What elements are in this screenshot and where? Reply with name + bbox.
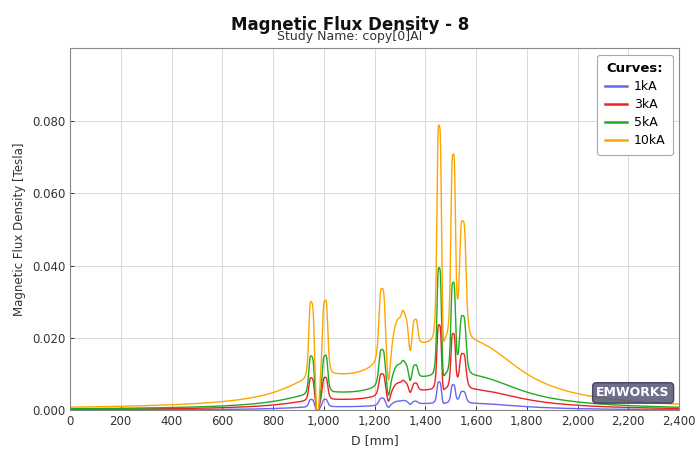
3kA	[312, 408, 321, 413]
3kA	[643, 405, 651, 411]
3kA	[186, 406, 194, 411]
5kA	[186, 404, 194, 410]
3kA	[675, 406, 683, 411]
10kA	[102, 404, 111, 409]
10kA	[312, 408, 321, 413]
Text: Magnetic Flux Density - 8: Magnetic Flux Density - 8	[231, 16, 469, 34]
1kA	[102, 407, 111, 413]
1kA	[363, 403, 372, 409]
1kA	[643, 407, 651, 412]
10kA	[66, 404, 74, 410]
5kA	[91, 406, 99, 411]
1kA	[66, 407, 74, 413]
5kA	[312, 408, 321, 413]
Line: 5kA: 5kA	[70, 268, 679, 410]
3kA	[363, 395, 372, 400]
1kA	[675, 407, 683, 413]
1kA	[186, 407, 194, 413]
3kA	[66, 407, 74, 412]
Text: Study Name: copy[0]AI: Study Name: copy[0]AI	[277, 30, 423, 43]
Text: EMWORKS: EMWORKS	[596, 386, 670, 399]
3kA	[435, 322, 443, 327]
10kA	[435, 122, 443, 128]
10kA	[91, 404, 99, 409]
Y-axis label: Magnetic Flux Density [Tesla]: Magnetic Flux Density [Tesla]	[13, 142, 26, 316]
5kA	[675, 404, 683, 410]
3kA	[102, 407, 111, 412]
1kA	[312, 408, 321, 413]
10kA	[675, 402, 683, 407]
3kA	[91, 407, 99, 412]
5kA	[643, 403, 651, 409]
1kA	[435, 379, 443, 384]
Line: 1kA: 1kA	[70, 382, 679, 410]
10kA	[643, 400, 651, 405]
10kA	[69, 404, 77, 410]
3kA	[69, 407, 77, 412]
5kA	[102, 406, 111, 411]
5kA	[66, 406, 74, 412]
Line: 3kA: 3kA	[70, 325, 679, 410]
1kA	[69, 407, 77, 413]
5kA	[435, 265, 443, 271]
5kA	[69, 406, 77, 412]
Line: 10kA: 10kA	[70, 125, 679, 410]
10kA	[186, 401, 194, 407]
5kA	[363, 386, 372, 392]
Legend: 1kA, 3kA, 5kA, 10kA: 1kA, 3kA, 5kA, 10kA	[597, 55, 673, 154]
1kA	[91, 407, 99, 413]
10kA	[363, 365, 372, 371]
X-axis label: D [mm]: D [mm]	[351, 434, 398, 447]
